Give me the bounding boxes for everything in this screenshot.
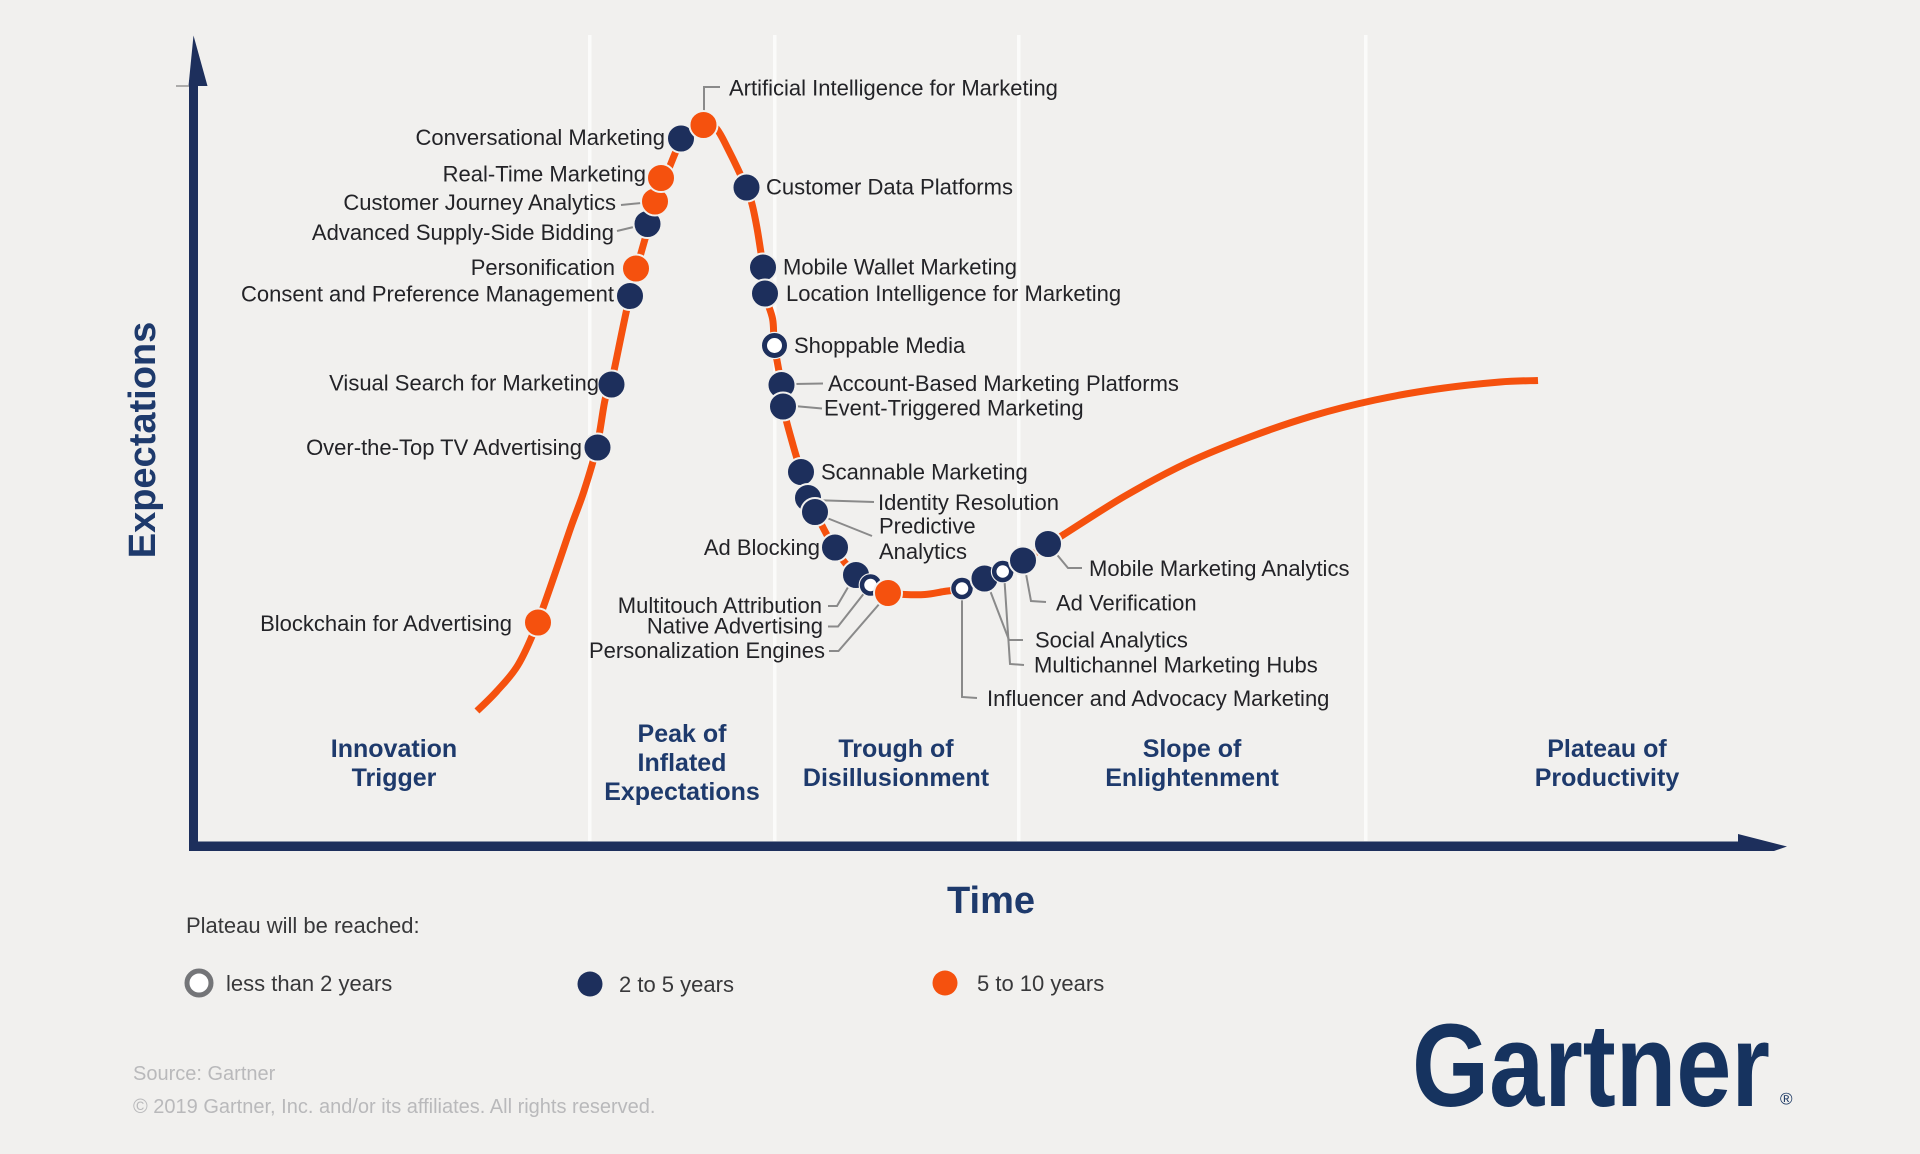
svg-text:Gartner: Gartner: [1412, 1000, 1770, 1132]
svg-text:Trough of: Trough of: [838, 735, 954, 763]
svg-text:Plateau will be reached:: Plateau will be reached:: [186, 913, 420, 938]
svg-text:Source: Gartner: Source: Gartner: [133, 1063, 276, 1085]
svg-text:Predictive: Predictive: [879, 514, 976, 539]
svg-text:Mobile Marketing Analytics: Mobile Marketing Analytics: [1089, 556, 1349, 581]
svg-text:Enlightenment: Enlightenment: [1105, 764, 1279, 792]
svg-text:Shoppable Media: Shoppable Media: [794, 333, 966, 358]
svg-text:Ad Verification: Ad Verification: [1056, 591, 1197, 616]
svg-text:Multichannel Marketing Hubs: Multichannel Marketing Hubs: [1034, 653, 1318, 678]
svg-text:Advanced Supply-Side Bidding: Advanced Supply-Side Bidding: [312, 220, 614, 245]
svg-text:Event-Triggered Marketing: Event-Triggered Marketing: [824, 396, 1084, 421]
svg-text:Over-the-Top TV Advertising: Over-the-Top TV Advertising: [306, 435, 582, 460]
svg-text:Influencer and Advocacy Market: Influencer and Advocacy Marketing: [987, 686, 1329, 711]
svg-text:Ad Blocking: Ad Blocking: [704, 535, 820, 560]
svg-text:Time: Time: [947, 880, 1035, 922]
svg-text:Blockchain for Advertising: Blockchain for Advertising: [260, 611, 512, 636]
svg-text:Expectations: Expectations: [122, 322, 164, 559]
svg-text:®: ®: [1780, 1090, 1793, 1109]
svg-text:Real-Time Marketing: Real-Time Marketing: [443, 162, 646, 187]
svg-text:Disillusionment: Disillusionment: [803, 764, 990, 792]
svg-text:Expectations: Expectations: [604, 778, 760, 806]
svg-text:Plateau of: Plateau of: [1547, 735, 1667, 763]
svg-text:© 2019 Gartner, Inc. and/or it: © 2019 Gartner, Inc. and/or its affiliat…: [133, 1096, 655, 1118]
svg-text:Multitouch Attribution: Multitouch Attribution: [618, 593, 822, 618]
svg-text:5 to 10 years: 5 to 10 years: [977, 971, 1104, 996]
svg-text:Trigger: Trigger: [352, 764, 437, 792]
svg-text:Consent and Preference Managem: Consent and Preference Management: [241, 282, 614, 307]
svg-text:Identity Resolution: Identity Resolution: [878, 490, 1059, 515]
svg-text:Customer Journey Analytics: Customer Journey Analytics: [343, 190, 616, 215]
svg-text:Native Advertising: Native Advertising: [647, 614, 823, 639]
svg-text:Visual Search for Marketing: Visual Search for Marketing: [329, 371, 599, 396]
svg-text:Peak of: Peak of: [638, 720, 728, 748]
svg-text:2 to 5 years: 2 to 5 years: [619, 972, 734, 997]
svg-text:Scannable Marketing: Scannable Marketing: [821, 460, 1028, 485]
svg-text:Artificial Intelligence for Ma: Artificial Intelligence for Marketing: [729, 76, 1058, 101]
svg-text:Innovation: Innovation: [331, 735, 457, 763]
svg-text:Account-Based Marketing Platfo: Account-Based Marketing Platforms: [828, 371, 1179, 396]
svg-text:Social Analytics: Social Analytics: [1035, 628, 1188, 653]
svg-text:less than 2 years: less than 2 years: [226, 971, 392, 996]
svg-text:Personalization Engines: Personalization Engines: [589, 638, 825, 663]
svg-text:Customer Data Platforms: Customer Data Platforms: [766, 175, 1013, 200]
svg-text:Mobile Wallet Marketing: Mobile Wallet Marketing: [783, 255, 1017, 280]
svg-text:Personification: Personification: [471, 255, 615, 280]
svg-text:Conversational Marketing: Conversational Marketing: [416, 125, 665, 150]
svg-text:Slope of: Slope of: [1143, 735, 1242, 763]
svg-text:Location Intelligence for Mark: Location Intelligence for Marketing: [786, 281, 1121, 306]
svg-text:Inflated: Inflated: [638, 749, 727, 777]
svg-text:Productivity: Productivity: [1535, 764, 1680, 792]
svg-text:Analytics: Analytics: [879, 539, 967, 564]
